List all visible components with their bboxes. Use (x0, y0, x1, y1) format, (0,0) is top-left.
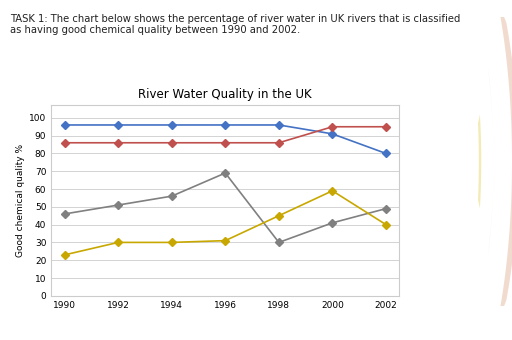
PathPatch shape (497, 0, 512, 325)
England (115, 203, 121, 207)
Northern Ireland (383, 125, 389, 129)
England (61, 212, 68, 216)
Northern Ireland (168, 141, 175, 145)
Wales (168, 123, 175, 127)
Wales (61, 123, 68, 127)
Text: TASK 1: The chart below shows the percentage of river water in UK rivers that is: TASK 1: The chart below shows the percen… (10, 14, 461, 35)
Wales (329, 132, 335, 136)
Northern Ireland (222, 141, 228, 145)
Wales (383, 151, 389, 155)
Scotland (222, 239, 228, 243)
Scotland (61, 253, 68, 257)
Northern Ireland (276, 141, 282, 145)
Line: England: England (62, 170, 389, 245)
England (329, 221, 335, 225)
Scotland (276, 214, 282, 218)
PathPatch shape (478, 115, 481, 208)
Line: Northern Ireland: Northern Ireland (62, 124, 389, 146)
England (168, 194, 175, 198)
PathPatch shape (488, 67, 494, 256)
Northern Ireland (115, 141, 121, 145)
England (222, 171, 228, 175)
Scotland (168, 240, 175, 244)
Northern Ireland (329, 125, 335, 129)
Wales (222, 123, 228, 127)
Wales (276, 123, 282, 127)
England (383, 207, 389, 211)
Northern Ireland (61, 141, 68, 145)
Wales (115, 123, 121, 127)
England (276, 240, 282, 244)
Line: Scotland: Scotland (62, 188, 389, 258)
Title: River Water Quality in the UK: River Water Quality in the UK (138, 88, 312, 101)
Line: Wales: Wales (62, 122, 389, 156)
Y-axis label: Good chemical quality %: Good chemical quality % (16, 144, 25, 257)
Scotland (115, 240, 121, 244)
Scotland (383, 223, 389, 227)
Scotland (329, 189, 335, 193)
